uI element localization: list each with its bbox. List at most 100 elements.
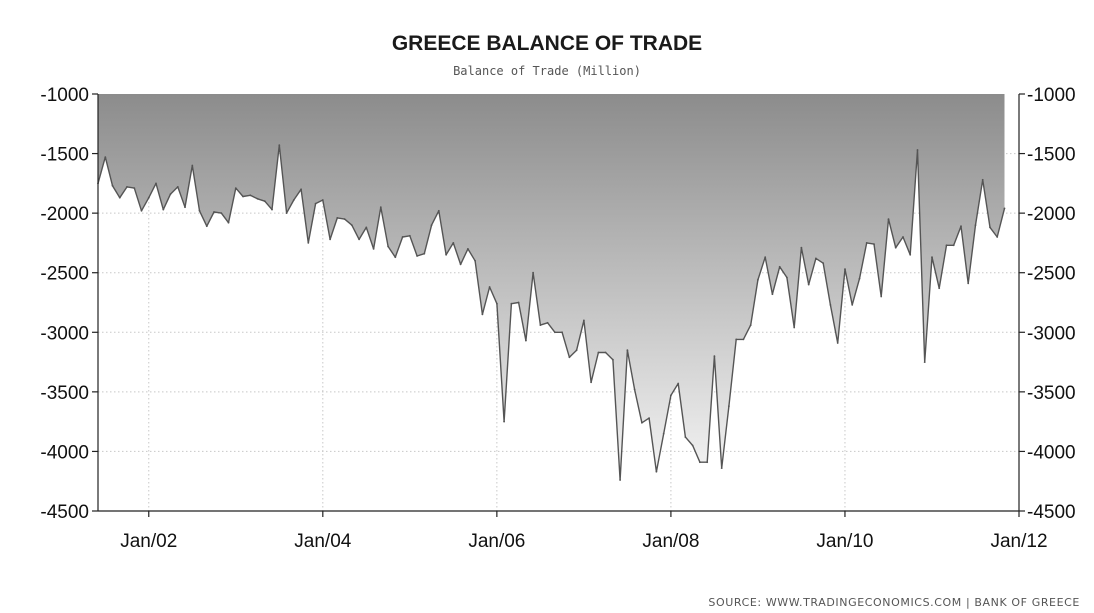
data-point (220, 212, 223, 215)
data-point (517, 301, 520, 304)
data-point (952, 244, 955, 247)
data-point (147, 196, 150, 199)
data-point (118, 196, 121, 199)
data-point (923, 361, 926, 363)
y-axis-left: -1000 -1500 -2000 -2500 -3000 -3500 -4000 -4500 (40, 85, 98, 523)
data-point (822, 262, 825, 265)
data-point (894, 246, 897, 249)
data-point (256, 197, 259, 200)
data-point (387, 245, 389, 248)
data-point (242, 195, 244, 198)
data-point (554, 331, 556, 334)
data-point (271, 208, 273, 211)
chart-subtitle: Balance of Trade (Million) (453, 64, 641, 78)
source-note: SOURCE: WWW.TRADINGECONOMICS.COM | BANK … (708, 596, 1080, 609)
data-point (677, 382, 680, 385)
y-tick-label: -2500 (40, 264, 89, 285)
y-tick-label: -4500 (1027, 502, 1076, 523)
data-point (865, 242, 868, 244)
data-point (989, 226, 991, 229)
y-tick-label: -1500 (40, 145, 89, 166)
data-point (278, 144, 281, 147)
data-point (379, 206, 382, 209)
y-tick-label: -4000 (40, 442, 89, 463)
data-point (858, 277, 861, 280)
data-point (786, 276, 788, 279)
data-point (749, 324, 752, 326)
data-point (358, 238, 360, 241)
data-point (539, 324, 542, 326)
y-tick-label: -3000 (1027, 323, 1076, 344)
data-point (343, 218, 346, 221)
data-point (575, 349, 578, 352)
data-point (836, 342, 839, 344)
data-point (307, 242, 310, 244)
data-point (670, 394, 672, 397)
data-point (807, 283, 810, 286)
y-tick-label: -2000 (40, 204, 89, 225)
x-tick-label: Jan/12 (990, 531, 1047, 552)
y-tick-label: -4000 (1027, 442, 1076, 463)
data-point (626, 349, 629, 352)
data-point (300, 188, 302, 191)
data-point (735, 338, 738, 341)
x-tick-label: Jan/04 (294, 531, 351, 552)
area-fill (98, 94, 1005, 480)
data-point (321, 199, 324, 201)
data-point (445, 253, 447, 256)
data-point (263, 200, 266, 203)
x-tick-label: Jan/06 (468, 531, 525, 552)
data-point (916, 149, 919, 151)
data-point (104, 156, 107, 159)
data-point (662, 432, 665, 435)
data-point (655, 470, 658, 473)
data-point (184, 206, 186, 209)
data-point (996, 236, 999, 238)
data-point (902, 236, 904, 238)
data-point (532, 271, 534, 274)
data-point (815, 257, 817, 260)
data-point (764, 256, 767, 259)
data-point (633, 388, 636, 391)
data-point (133, 187, 136, 190)
data-point (974, 224, 977, 227)
data-point (568, 356, 571, 359)
data-point (401, 236, 404, 238)
data-point (329, 238, 331, 241)
y-tick-label: -2500 (1027, 264, 1076, 285)
data-point (314, 202, 317, 205)
y-tick-label: -3500 (40, 383, 89, 404)
data-point (728, 405, 730, 408)
data-point (430, 224, 433, 227)
data-point (887, 218, 890, 221)
x-tick-label: Jan/10 (816, 531, 873, 552)
data-point (641, 421, 643, 424)
data-point (706, 461, 709, 464)
data-point (612, 358, 614, 361)
data-point (793, 326, 796, 329)
x-tick-label: Jan/02 (120, 531, 177, 552)
plot-area (97, 94, 1006, 481)
data-point (394, 256, 397, 259)
data-point (546, 321, 549, 324)
data-point (416, 255, 418, 257)
y-tick-label: -3000 (40, 323, 89, 344)
chart-title: GREECE BALANCE OF TRADE (392, 32, 702, 55)
data-point (851, 304, 854, 306)
data-point (205, 225, 208, 228)
data-point (590, 381, 592, 384)
data-point (155, 182, 157, 185)
data-point (292, 199, 295, 201)
data-point (162, 208, 165, 211)
data-point (437, 209, 440, 212)
data-point (285, 212, 288, 215)
data-point (140, 209, 143, 212)
data-point (408, 234, 411, 237)
y-tick-label: -4500 (40, 502, 89, 523)
data-point (713, 355, 716, 357)
data-point (503, 420, 505, 423)
data-point (452, 242, 455, 244)
x-tick-label: Jan/08 (642, 531, 699, 552)
data-point (227, 221, 230, 224)
